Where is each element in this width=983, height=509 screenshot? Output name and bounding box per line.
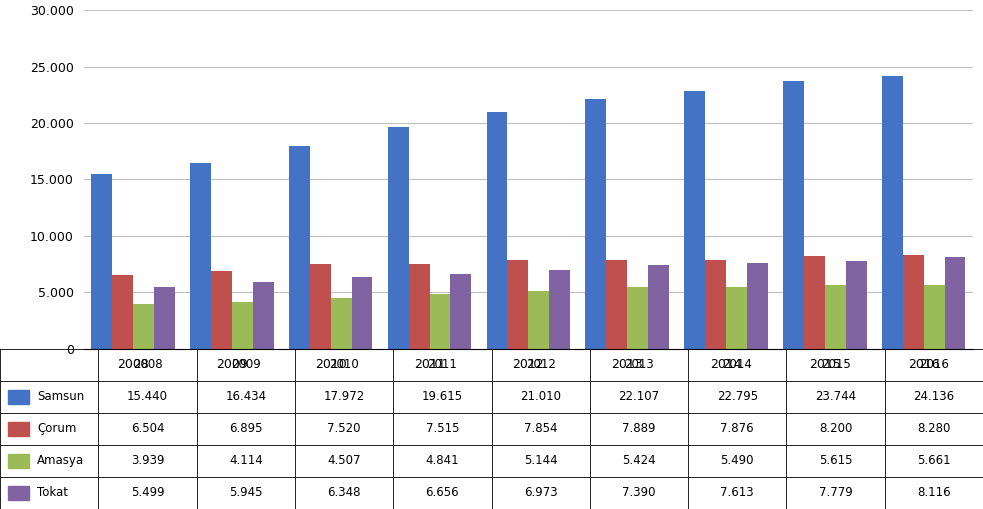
- Text: 4.841: 4.841: [426, 455, 459, 467]
- Text: 2016: 2016: [919, 358, 949, 371]
- Bar: [112, 275, 133, 349]
- Bar: [945, 257, 965, 349]
- Text: 3.939: 3.939: [131, 455, 164, 467]
- Bar: [783, 81, 804, 349]
- Bar: [289, 146, 310, 349]
- Text: Tokat: Tokat: [37, 487, 69, 499]
- Text: 7.854: 7.854: [524, 422, 557, 435]
- Text: 22.107: 22.107: [618, 390, 660, 403]
- Text: 6.973: 6.973: [524, 487, 557, 499]
- Bar: [8, 421, 29, 436]
- Bar: [450, 273, 471, 349]
- Text: 5.144: 5.144: [524, 455, 557, 467]
- Bar: [607, 260, 627, 349]
- Text: 2013: 2013: [624, 358, 654, 371]
- Bar: [804, 256, 825, 349]
- Bar: [684, 92, 705, 349]
- Bar: [190, 163, 211, 349]
- Text: 8.280: 8.280: [917, 422, 951, 435]
- Text: 23.744: 23.744: [815, 390, 856, 403]
- Text: 4.507: 4.507: [327, 455, 361, 467]
- Text: Samsun: Samsun: [37, 390, 85, 403]
- Bar: [8, 389, 29, 404]
- Text: 5.945: 5.945: [229, 487, 262, 499]
- Bar: [409, 264, 430, 349]
- Text: 5.661: 5.661: [917, 455, 951, 467]
- Bar: [507, 260, 529, 349]
- Text: 5.424: 5.424: [622, 455, 656, 467]
- Text: Amasya: Amasya: [37, 455, 85, 467]
- Bar: [352, 277, 373, 349]
- Text: 19.615: 19.615: [422, 390, 463, 403]
- Text: 21.010: 21.010: [520, 390, 561, 403]
- Bar: [924, 285, 945, 349]
- Text: 7.613: 7.613: [721, 487, 754, 499]
- Text: 5.499: 5.499: [131, 487, 164, 499]
- Bar: [627, 288, 648, 349]
- Text: 24.136: 24.136: [913, 390, 954, 403]
- Text: 4.114: 4.114: [229, 455, 262, 467]
- Bar: [586, 99, 607, 349]
- Bar: [747, 263, 768, 349]
- Bar: [487, 111, 507, 349]
- Bar: [8, 454, 29, 468]
- Text: 2014: 2014: [723, 358, 752, 371]
- Bar: [902, 255, 924, 349]
- Bar: [845, 261, 867, 349]
- Text: 6.348: 6.348: [327, 487, 361, 499]
- Bar: [529, 291, 549, 349]
- Text: 5.490: 5.490: [721, 455, 754, 467]
- Text: 2010: 2010: [329, 358, 359, 371]
- Bar: [549, 270, 570, 349]
- Text: 8.116: 8.116: [917, 487, 951, 499]
- Text: 22.795: 22.795: [717, 390, 758, 403]
- Text: 2015: 2015: [821, 358, 850, 371]
- Text: 2008: 2008: [133, 358, 162, 371]
- Text: 5.615: 5.615: [819, 455, 852, 467]
- Bar: [387, 127, 409, 349]
- Bar: [133, 304, 154, 349]
- Text: 6.895: 6.895: [229, 422, 262, 435]
- Bar: [648, 265, 669, 349]
- Bar: [253, 281, 273, 349]
- Bar: [91, 175, 112, 349]
- Text: 7.520: 7.520: [327, 422, 361, 435]
- Text: 6.656: 6.656: [426, 487, 459, 499]
- Text: 2012: 2012: [526, 358, 555, 371]
- Bar: [705, 260, 726, 349]
- Bar: [726, 287, 747, 349]
- Text: 7.889: 7.889: [622, 422, 656, 435]
- Bar: [232, 302, 253, 349]
- Bar: [154, 287, 175, 349]
- Bar: [825, 286, 845, 349]
- Bar: [882, 76, 902, 349]
- Text: 6.504: 6.504: [131, 422, 164, 435]
- Text: 7.390: 7.390: [622, 487, 656, 499]
- Bar: [8, 486, 29, 500]
- Text: 7.779: 7.779: [819, 487, 852, 499]
- Text: 2011: 2011: [428, 358, 457, 371]
- Text: 7.876: 7.876: [721, 422, 754, 435]
- Text: 2009: 2009: [231, 358, 260, 371]
- Text: 8.200: 8.200: [819, 422, 852, 435]
- Text: 15.440: 15.440: [127, 390, 168, 403]
- Bar: [211, 271, 232, 349]
- Text: 7.515: 7.515: [426, 422, 459, 435]
- Text: 16.434: 16.434: [225, 390, 266, 403]
- Bar: [330, 298, 352, 349]
- Text: 17.972: 17.972: [323, 390, 365, 403]
- Text: Çorum: Çorum: [37, 422, 77, 435]
- Bar: [430, 294, 450, 349]
- Bar: [310, 264, 330, 349]
